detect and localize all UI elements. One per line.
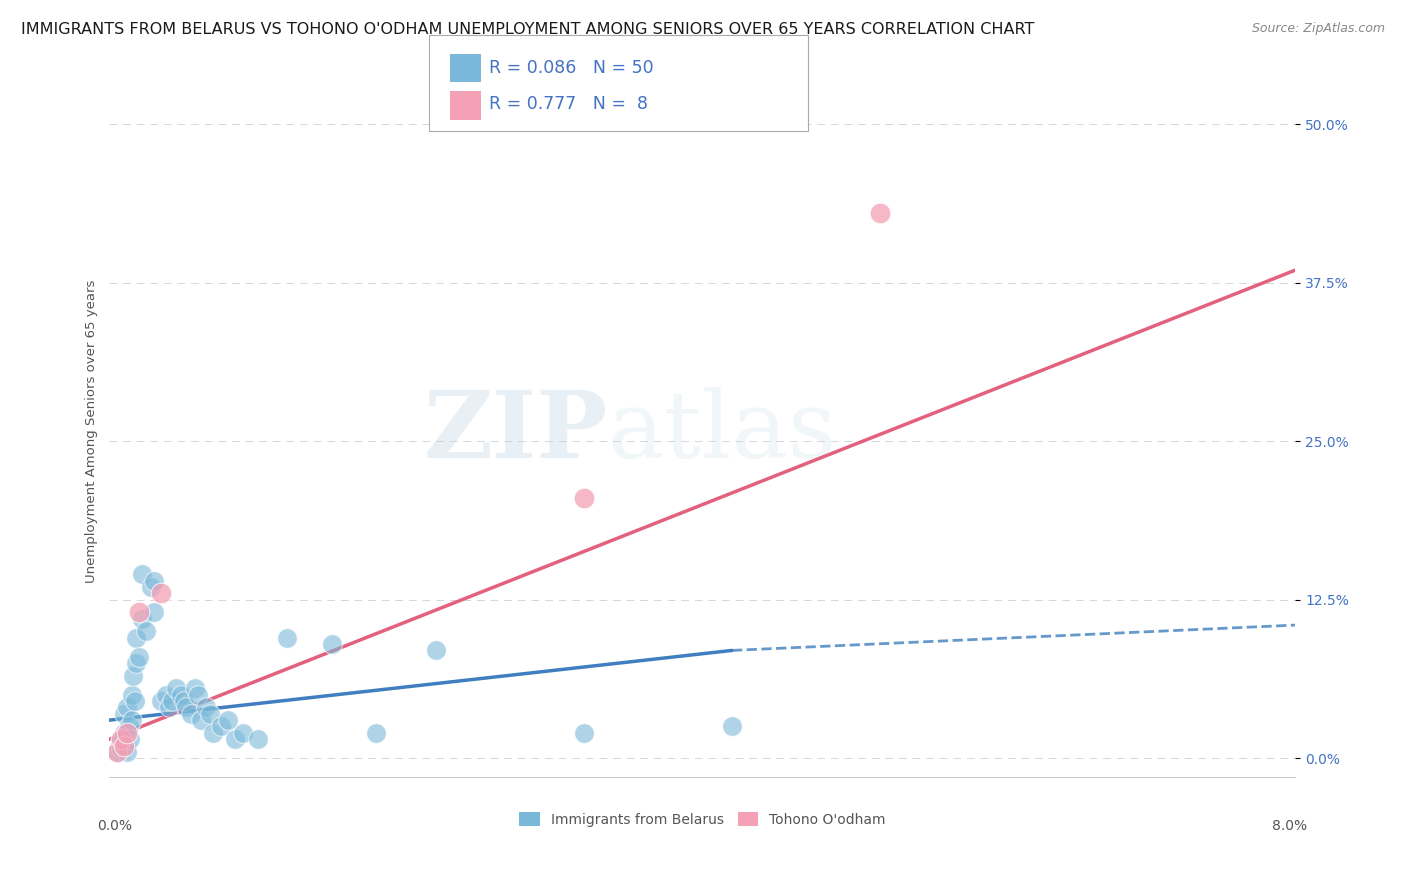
Point [128, 649, 150, 664]
Point [202, 726, 225, 740]
Point [425, 643, 447, 657]
Point [124, 694, 146, 708]
Point [366, 726, 388, 740]
Point [572, 726, 595, 740]
Point [105, 745, 128, 759]
Point [721, 719, 744, 733]
Point [169, 688, 191, 702]
Point [125, 631, 148, 645]
Point [112, 726, 135, 740]
Point [217, 713, 239, 727]
Point [157, 700, 180, 714]
Point [190, 713, 212, 727]
Text: ZIP: ZIP [423, 387, 607, 477]
Point [276, 631, 298, 645]
Point [122, 669, 145, 683]
Text: IMMIGRANTS FROM BELARUS VS TOHONO O'ODHAM UNEMPLOYMENT AMONG SENIORS OVER 65 YEA: IMMIGRANTS FROM BELARUS VS TOHONO O'ODHA… [21, 22, 1035, 37]
Point [224, 732, 246, 747]
Text: R = 0.086   N = 50: R = 0.086 N = 50 [489, 59, 654, 77]
Point [200, 706, 222, 721]
Point [135, 624, 157, 639]
Point [131, 567, 153, 582]
Point [209, 719, 232, 733]
Text: Source: ZipAtlas.com: Source: ZipAtlas.com [1251, 22, 1385, 36]
Point [246, 732, 269, 747]
Point [131, 612, 153, 626]
Point [173, 694, 195, 708]
Point [194, 700, 217, 714]
Text: 0.0%: 0.0% [97, 819, 132, 832]
Point [115, 726, 138, 740]
Point [142, 606, 165, 620]
Point [572, 491, 595, 506]
Point [121, 688, 143, 702]
Point [187, 688, 209, 702]
Text: R = 0.777   N =  8: R = 0.777 N = 8 [489, 95, 648, 113]
Point [165, 681, 187, 696]
Point [110, 741, 132, 756]
Point [160, 694, 183, 708]
Point [121, 713, 143, 727]
Point [120, 732, 142, 747]
Point [180, 706, 202, 721]
Point [176, 700, 198, 714]
Point [125, 656, 148, 670]
Point [105, 745, 128, 759]
Point [232, 726, 254, 740]
Point [111, 732, 134, 747]
Point [150, 586, 173, 600]
Point [112, 739, 135, 753]
Point [321, 637, 343, 651]
Point [128, 606, 150, 620]
Point [155, 688, 177, 702]
Point [114, 739, 136, 753]
Point [110, 732, 132, 747]
Point [150, 694, 173, 708]
Point [115, 700, 138, 714]
Point [869, 206, 891, 220]
Point [112, 706, 135, 721]
Point [184, 681, 207, 696]
Point [139, 580, 162, 594]
Y-axis label: Unemployment Among Seniors over 65 years: Unemployment Among Seniors over 65 years [86, 280, 98, 583]
Text: 8.0%: 8.0% [1272, 819, 1308, 832]
Text: atlas: atlas [607, 387, 837, 477]
Point [142, 574, 165, 588]
Point [118, 719, 141, 733]
Point [108, 736, 131, 750]
Point [115, 745, 138, 759]
Legend: Immigrants from Belarus, Tohono O'odham: Immigrants from Belarus, Tohono O'odham [513, 806, 891, 832]
